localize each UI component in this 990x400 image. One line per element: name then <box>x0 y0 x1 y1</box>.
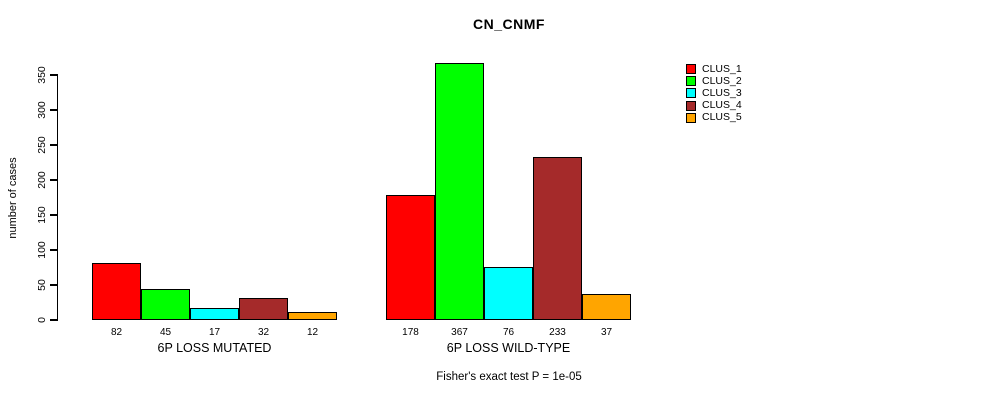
legend-label: CLUS_3 <box>702 86 742 99</box>
legend-swatch <box>686 100 696 111</box>
bar-CLUS_4 <box>239 297 288 320</box>
bar-CLUS_2 <box>435 63 484 320</box>
y-tick <box>50 74 57 76</box>
y-axis-title: number of cases <box>7 157 19 239</box>
bar-CLUS_2 <box>141 288 190 320</box>
y-tick-label: 350 <box>36 66 48 84</box>
annotation-text: Fisher's exact test P = 1e-05 <box>436 371 582 383</box>
y-tick <box>50 179 57 181</box>
bar-CLUS_5 <box>288 311 337 320</box>
bar-value-label: 82 <box>110 327 123 338</box>
bar-value-label: 76 <box>502 327 515 338</box>
bar-value-label: 37 <box>600 327 613 338</box>
legend: CLUS_1 CLUS_2 CLUS_3 CLUS_4 CLUS_5 <box>686 63 742 124</box>
y-axis-line <box>56 74 58 321</box>
y-tick <box>50 319 57 321</box>
legend-swatch <box>686 112 696 123</box>
y-tick-label: 300 <box>36 101 48 119</box>
legend-label: CLUS_2 <box>702 74 742 87</box>
legend-swatch <box>686 88 696 99</box>
y-tick-label: 200 <box>36 171 48 189</box>
group-label: 6P LOSS MUTATED <box>157 341 272 355</box>
y-tick <box>50 249 57 251</box>
y-tick <box>50 214 57 216</box>
chart-title: CN_CNMF <box>473 16 545 32</box>
legend-item: CLUS_2 <box>686 75 742 87</box>
y-tick-label: 50 <box>36 279 48 291</box>
bar-value-label: 17 <box>208 327 221 338</box>
legend-label: CLUS_5 <box>702 111 742 124</box>
y-tick <box>50 144 57 146</box>
bar-CLUS_3 <box>190 308 239 320</box>
legend-swatch <box>686 64 696 75</box>
bar-value-label: 32 <box>257 327 270 338</box>
legend-item: CLUS_3 <box>686 87 742 99</box>
bar-value-label: 233 <box>549 327 566 338</box>
bar-CLUS_1 <box>386 195 435 320</box>
bar-CLUS_1 <box>92 262 141 320</box>
bar-CLUS_3 <box>484 266 533 320</box>
bar-value-label: 178 <box>402 327 419 338</box>
y-tick-label: 250 <box>36 136 48 154</box>
legend-label: CLUS_1 <box>702 62 742 75</box>
bar-value-label: 12 <box>306 327 319 338</box>
y-tick-label: 0 <box>36 317 48 323</box>
y-tick <box>50 284 57 286</box>
legend-item: CLUS_5 <box>686 112 742 124</box>
y-tick-label: 150 <box>36 206 48 224</box>
legend-item: CLUS_1 <box>686 63 742 75</box>
y-tick <box>50 109 57 111</box>
group-label: 6P LOSS WILD-TYPE <box>446 341 571 355</box>
legend-item: CLUS_4 <box>686 100 742 112</box>
bar-CLUS_5 <box>582 294 631 320</box>
bar-value-label: 45 <box>159 327 172 338</box>
y-tick-label: 100 <box>36 241 48 259</box>
bar-value-label: 367 <box>451 327 468 338</box>
bar-CLUS_4 <box>533 156 582 320</box>
legend-swatch <box>686 76 696 87</box>
legend-label: CLUS_4 <box>702 99 742 112</box>
